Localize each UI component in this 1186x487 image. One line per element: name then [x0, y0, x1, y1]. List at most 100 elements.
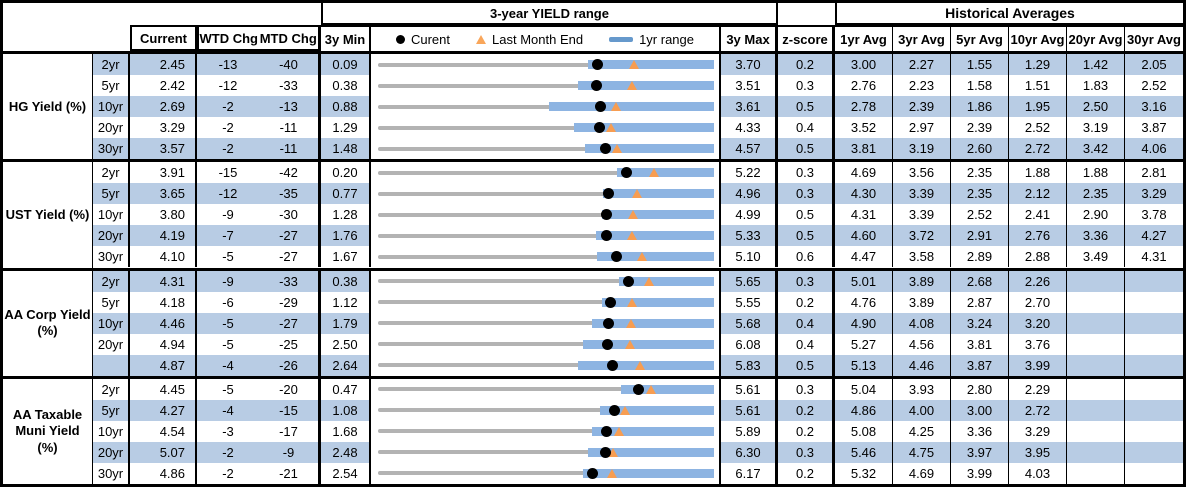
yield-range-chart [371, 225, 721, 247]
1yr-range-bar [591, 426, 714, 436]
3y-min-value: 0.77 [321, 183, 371, 205]
chart-plot-area [378, 246, 714, 267]
historical-avg-value: 3.89 [893, 291, 951, 313]
tenor-label: 30yr [93, 246, 130, 268]
3y-range-track [378, 125, 714, 130]
z-score-value: 0.3 [778, 75, 835, 97]
historical-avg-value: 4.76 [835, 291, 893, 313]
col-header-z-score: z-score [778, 25, 835, 51]
last-month-end-marker [620, 405, 631, 415]
tenor-label: 2yr [93, 270, 130, 292]
historical-avg-value: 4.86 [835, 399, 893, 421]
yield-range-chart [371, 54, 721, 76]
current-marker [623, 275, 635, 287]
current-value: 2.69 [130, 96, 197, 118]
historical-avg-value [1067, 291, 1125, 313]
yield-range-chart [371, 420, 721, 442]
historical-avg-value [1125, 379, 1183, 400]
historical-avg-value: 3.56 [893, 162, 951, 184]
3y-max-value: 5.61 [721, 378, 778, 400]
current-value: 4.31 [130, 270, 197, 292]
col-header-wtd-chg: WTD Chg [199, 30, 258, 46]
current-marker [632, 383, 644, 395]
yield-range-chart [371, 75, 721, 97]
table-row: 30yr 4.86 -2 -21 2.54 6.17 0.2 5.32 4.69 3.99 4.03 [93, 462, 1183, 484]
table-row: 30yr 3.57 -2 -11 1.48 4.57 0.5 3.81 3.19 2.60 2.72… [93, 138, 1183, 160]
current-marker [603, 188, 615, 200]
table-header: 3-year YIELD range Historical Averages C… [3, 3, 1183, 54]
table-row: 5yr 4.27 -4 -15 1.08 5.61 0.2 4.86 4.00 3.00 2.72 [93, 399, 1183, 421]
historical-avg-value: 4.56 [893, 333, 951, 355]
last-month-end-marker [626, 297, 637, 307]
yield-group: AA Corp Yield (%) 2yr 4.31 -9 -33 0.38 5.65 0.3… [3, 267, 1183, 376]
tenor-label: 20yr [93, 333, 130, 355]
mtd-chg-value: -30 [259, 204, 321, 226]
group-label: AA Corp Yield (%) [3, 270, 93, 376]
current-marker [599, 143, 611, 155]
mtd-chg-value: -35 [259, 183, 321, 205]
table-body: HG Yield (%) 2yr 2.45 -13 -40 0.09 3.70 0.2 3.00… [3, 54, 1183, 484]
3y-range-track [378, 62, 714, 67]
chart-plot-area [378, 117, 714, 138]
historical-avg-value [1125, 421, 1183, 442]
historical-avg-value: 3.19 [1067, 117, 1125, 139]
current-marker [595, 101, 607, 113]
historical-avg-value [1125, 270, 1183, 292]
historical-avg-value: 2.35 [1067, 183, 1125, 205]
historical-avg-value: 3.81 [835, 138, 893, 160]
historical-avg-value: 3.78 [1141, 207, 1167, 223]
table-row: 10yr 4.54 -3 -17 1.68 5.89 0.2 5.08 4.25 3.36 3.29 [93, 420, 1183, 442]
table-row: 10yr 2.69 -2 -13 0.88 3.61 0.5 2.78 2.39 1.86 1.95… [93, 96, 1183, 118]
3y-range-track [378, 104, 714, 109]
historical-avg-value: 3.97 [951, 441, 1009, 463]
wtd-chg-value: -2 [222, 120, 234, 136]
chart-plot-area [378, 442, 714, 463]
historical-avg-value [1067, 312, 1125, 334]
current-value: 3.65 [130, 183, 197, 205]
historical-avg-value: 4.27 [1125, 225, 1183, 247]
chart-plot-area [378, 421, 714, 442]
3y-range-track [378, 342, 714, 347]
last-month-end-marker [644, 276, 655, 286]
last-month-end-marker [626, 231, 637, 241]
historical-avg-value: 2.35 [951, 162, 1009, 184]
chart-plot-area [378, 75, 714, 96]
current-value: 4.54 [130, 420, 197, 442]
historical-avg-value [1125, 463, 1183, 484]
current-marker [591, 80, 603, 92]
wtd-chg-value: -2 [197, 138, 259, 160]
3y-range-track [378, 146, 714, 151]
historical-avg-value: 3.58 [893, 246, 951, 268]
3y-min-value: 1.68 [321, 420, 371, 442]
historical-avg-value: 4.46 [893, 354, 951, 376]
z-score-value: 0.2 [778, 420, 835, 442]
historical-avg-value: 4.47 [835, 246, 893, 268]
tenor-label: 2yr [93, 378, 130, 400]
historical-avg-value: 4.03 [1009, 462, 1067, 484]
tenor-label: 5yr [93, 399, 130, 421]
historical-avg-value: 3.87 [1141, 120, 1167, 136]
group-label: UST Yield (%) [3, 162, 93, 268]
3y-min-value: 1.28 [321, 204, 371, 226]
col-header-20yr-avg: 20yr Avg [1067, 25, 1125, 51]
last-month-end-marker [605, 123, 616, 133]
historical-avg-value: 3.16 [1125, 96, 1183, 118]
table-row: 20yr 4.94 -5 -25 2.50 6.08 0.4 5.27 4.56 3.81 3.76 [93, 333, 1183, 355]
wtd-chg-value: -12 [197, 183, 259, 205]
3y-min-value: 1.76 [321, 225, 371, 247]
3y-max-value: 4.57 [721, 138, 778, 160]
3y-max-value: 4.33 [721, 117, 778, 139]
historical-avg-value: 4.00 [893, 399, 951, 421]
3y-max-value: 5.65 [721, 270, 778, 292]
historical-avg-value: 2.76 [1009, 225, 1067, 247]
3y-range-track [378, 83, 714, 88]
historical-avg-value: 2.05 [1125, 54, 1183, 76]
current-marker [600, 209, 612, 221]
yield-range-chart [371, 462, 721, 484]
historical-avg-value: 2.91 [951, 225, 1009, 247]
tenor-label: 20yr [93, 225, 130, 247]
3y-range-track [378, 429, 714, 434]
z-score-value: 0.2 [778, 54, 835, 76]
current-marker [600, 446, 612, 458]
3y-min-value: 1.67 [321, 246, 371, 268]
